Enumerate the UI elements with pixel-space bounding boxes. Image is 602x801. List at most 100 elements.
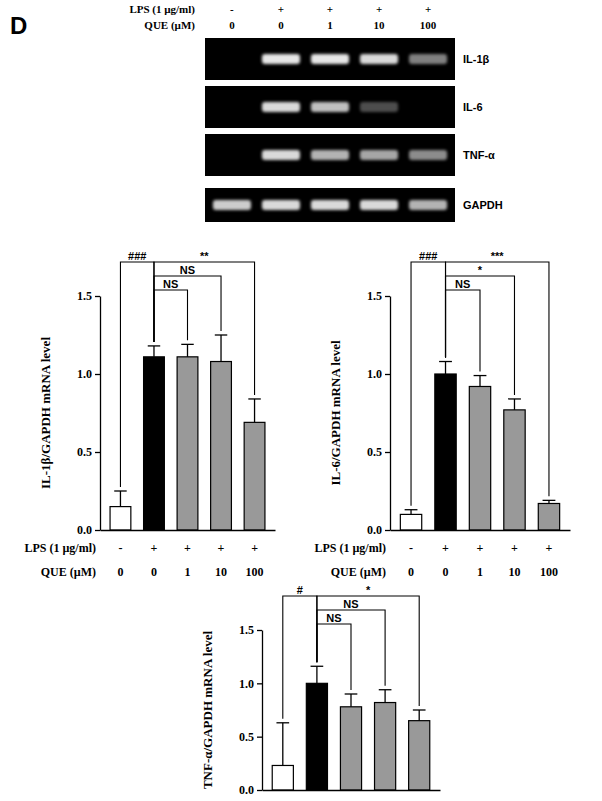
bar: [409, 721, 430, 790]
gel-header-value: 10: [374, 19, 386, 31]
y-tick-mark: [95, 452, 100, 453]
error-bar-stem: [410, 510, 411, 515]
significance-label: *: [366, 584, 371, 596]
error-bar: [215, 335, 227, 362]
significance-bracket: [446, 262, 549, 496]
gel-band: [311, 150, 349, 160]
bar: [375, 703, 396, 790]
significance-label: #: [297, 584, 303, 596]
x-axis: [101, 530, 276, 531]
x-row-value: 0: [151, 565, 157, 579]
x-axis: [391, 530, 571, 531]
y-tick: 1.0: [77, 367, 100, 381]
y-tick-label: 0.5: [77, 445, 92, 459]
y-tick: 0.5: [367, 445, 390, 459]
error-bar-cap: [276, 722, 289, 723]
error-bar-stem: [316, 666, 317, 683]
y-tick-mark: [257, 737, 262, 738]
y-tick: 0.5: [239, 730, 262, 744]
y-tick: 1.5: [77, 289, 100, 303]
gel-box: [205, 86, 455, 128]
significance-label: ***: [491, 250, 505, 262]
significance-label: NS: [455, 278, 470, 290]
error-bar-cap: [543, 500, 556, 501]
gel-band: [311, 102, 349, 112]
x-row-value: -: [118, 541, 122, 555]
chart: 0.00.51.01.5IL-6/GAPDH mRNA levelLPS (1 …: [314, 250, 570, 579]
x-row-value: +: [546, 541, 553, 555]
error-bar-cap: [311, 666, 324, 667]
significance-bracket: [446, 290, 480, 372]
significance-label: *: [478, 264, 483, 276]
y-axis-title: IL-1β/GAPDH mRNA level: [38, 337, 53, 489]
y-axis: 0.0 0.5 1.0 1.5: [239, 623, 263, 797]
gel-band-label: TNF-α: [463, 149, 495, 161]
y-tick-label: 0.0: [77, 523, 92, 537]
significance-bracket: [154, 290, 188, 342]
y-tick: 1.0: [239, 677, 262, 691]
x-row-value: 0: [117, 565, 123, 579]
x-axis-line: [101, 530, 276, 531]
error-bar-stem: [514, 399, 515, 410]
y-axis: 0.00.51.01.5: [367, 289, 391, 537]
x-row-label: QUE (µM): [41, 565, 96, 579]
error-bar: [114, 491, 126, 507]
gel-band: [262, 102, 300, 112]
y-tick-mark: [257, 630, 262, 631]
error-bar: [276, 723, 289, 766]
chart: 0.00.51.01.5TNF-α/GAPDH mRNA level#NSNS*: [200, 584, 441, 797]
gel-band: [262, 54, 300, 64]
error-bar: [405, 510, 418, 515]
y-axis-line: [390, 297, 391, 531]
error-bar-stem: [445, 362, 446, 374]
error-bar-cap: [508, 398, 521, 399]
x-row-value: 1: [477, 565, 483, 579]
y-tick: 1.5: [367, 289, 390, 303]
x-row-value: -: [409, 541, 413, 555]
y-tick: 0.5: [77, 445, 100, 459]
y-tick-label: 0.5: [239, 730, 254, 744]
x-row-label: QUE (µM): [331, 565, 386, 579]
x-row-value: 0: [408, 565, 414, 579]
gel-header-value: +: [327, 3, 333, 15]
gel-header-label: QUE (µM): [144, 19, 195, 32]
error-bar: [248, 399, 260, 422]
gel-band-label: GAPDH: [463, 199, 503, 211]
error-bar-stem: [479, 376, 480, 387]
bar: [211, 362, 232, 530]
significance-label: NS: [326, 612, 341, 624]
y-tick-label: 1.5: [77, 289, 92, 303]
bar: [272, 765, 293, 790]
gel-band: [262, 150, 300, 160]
gel-band: [360, 102, 398, 112]
gel-band: [311, 54, 349, 64]
error-bar-stem: [282, 723, 283, 766]
bar: [144, 357, 165, 530]
y-tick-mark: [95, 530, 100, 531]
y-tick-label: 0.0: [239, 783, 254, 797]
chart: 0.00.51.01.5IL-1β/GAPDH mRNA levelLPS (1…: [24, 250, 275, 579]
error-bar: [413, 710, 426, 721]
figure: DLPS (1 µg/ml)-++++QUE (µM)00110100IL-1β…: [0, 0, 602, 801]
significance-label: ###: [128, 250, 146, 262]
significance-label: ###: [419, 250, 437, 262]
plot-area: [110, 335, 265, 530]
x-row-value: +: [511, 541, 518, 555]
significance-label: **: [200, 250, 209, 262]
error-bar-cap: [379, 689, 392, 690]
bar: [340, 707, 361, 790]
error-bar-cap: [413, 709, 426, 710]
significance-bracket: [446, 276, 515, 395]
significance-label: NS: [180, 264, 195, 276]
gel-band: [409, 150, 447, 160]
panel-label: D: [10, 12, 27, 39]
significance-bracket: [317, 596, 419, 706]
bar: [400, 514, 421, 530]
y-tick-mark: [385, 452, 390, 453]
y-tick: 0.0: [77, 523, 100, 537]
x-row-value: +: [218, 541, 225, 555]
x-row-value: +: [151, 541, 158, 555]
y-tick-mark: [257, 683, 262, 684]
y-tick: 1.5: [239, 623, 262, 637]
bar: [110, 507, 131, 530]
